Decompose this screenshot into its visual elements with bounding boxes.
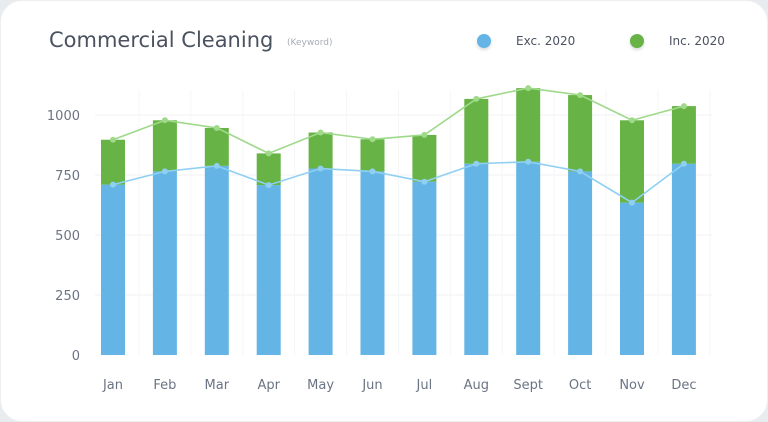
- bar-exc: [256, 185, 281, 355]
- line-exc-point: [577, 168, 584, 175]
- line-exc-point: [421, 178, 428, 185]
- x-tick-label: Jan: [102, 378, 123, 393]
- y-tick-label: 750: [55, 169, 80, 184]
- x-tick-label: Jun: [361, 378, 382, 393]
- bar-inc: [360, 139, 385, 172]
- bar-exc: [620, 202, 644, 355]
- y-tick-label: 250: [55, 289, 80, 304]
- line-inc: [112, 87, 685, 155]
- line-exc-point: [110, 181, 116, 188]
- bar-inc: [308, 132, 333, 169]
- line-inc-point: [473, 95, 480, 102]
- bar-inc: [256, 153, 281, 186]
- bar-exc: [152, 171, 177, 355]
- chart-title: Commercial Cleaning: [49, 28, 274, 52]
- bar-exc: [568, 171, 593, 355]
- bar-inc: [464, 98, 489, 164]
- line-exc: [112, 160, 685, 204]
- bar-exc: [204, 165, 229, 355]
- bar-exc: [308, 168, 333, 355]
- bar-inc: [671, 106, 696, 164]
- line-inc-point: [525, 85, 532, 92]
- bar-exc: [412, 181, 437, 355]
- bar-inc: [412, 134, 437, 182]
- legend-item-inc[interactable]: Inc. 2020: [630, 34, 725, 48]
- bar-exc: [360, 171, 385, 355]
- line-exc-point: [525, 158, 532, 165]
- line-exc-point: [317, 165, 324, 172]
- line-inc-point: [161, 117, 168, 124]
- line-inc-point: [213, 124, 220, 131]
- line-inc-point: [680, 103, 687, 110]
- legend-label: Inc. 2020: [669, 34, 725, 48]
- y-tick-label: 1000: [47, 109, 80, 124]
- bar-inc: [568, 95, 593, 172]
- x-tick-label: Mar: [205, 378, 230, 393]
- x-tick-label: Feb: [153, 378, 176, 393]
- bar-exc: [516, 161, 541, 355]
- line-exc-point: [369, 168, 376, 175]
- legend-item-exc[interactable]: Exc. 2020: [477, 34, 575, 48]
- y-tick-label: 500: [55, 229, 80, 244]
- line-inc-point: [110, 136, 116, 143]
- line-inc-point: [421, 131, 428, 138]
- legend-label: Exc. 2020: [516, 34, 576, 48]
- bar-exc: [464, 163, 489, 355]
- x-tick-label: Dec: [671, 378, 696, 393]
- line-exc-point: [265, 182, 272, 189]
- line-inc-point: [369, 136, 376, 143]
- legend-dot-icon: [477, 34, 491, 48]
- line-inc-point: [265, 150, 272, 157]
- x-tick-label: Nov: [619, 378, 645, 393]
- line-exc-point: [161, 168, 168, 175]
- line-exc-point: [473, 160, 480, 167]
- bar-inc: [620, 120, 644, 203]
- x-tick-label: Sept: [513, 378, 543, 393]
- bar-inc: [516, 88, 541, 162]
- line-inc-point: [629, 117, 635, 124]
- bar-inc: [101, 139, 125, 185]
- bar-inc: [152, 120, 177, 172]
- line-exc-point: [680, 160, 687, 167]
- bar-exc: [101, 184, 125, 355]
- bar-inc: [204, 127, 229, 166]
- bar-exc: [671, 163, 696, 355]
- line-exc-point: [629, 199, 635, 206]
- x-tick-label: May: [307, 378, 334, 393]
- line-inc-point: [577, 92, 584, 99]
- x-tick-label: Apr: [257, 378, 280, 393]
- chart-subtitle: (Keyword): [287, 38, 333, 48]
- x-tick-label: Aug: [464, 378, 489, 393]
- line-exc-point: [213, 162, 220, 169]
- line-inc-point: [317, 129, 324, 136]
- y-tick-label: 0: [72, 349, 80, 364]
- x-tick-label: Oct: [569, 378, 591, 393]
- x-tick-label: Jul: [416, 378, 433, 393]
- legend-dot-icon: [630, 34, 644, 48]
